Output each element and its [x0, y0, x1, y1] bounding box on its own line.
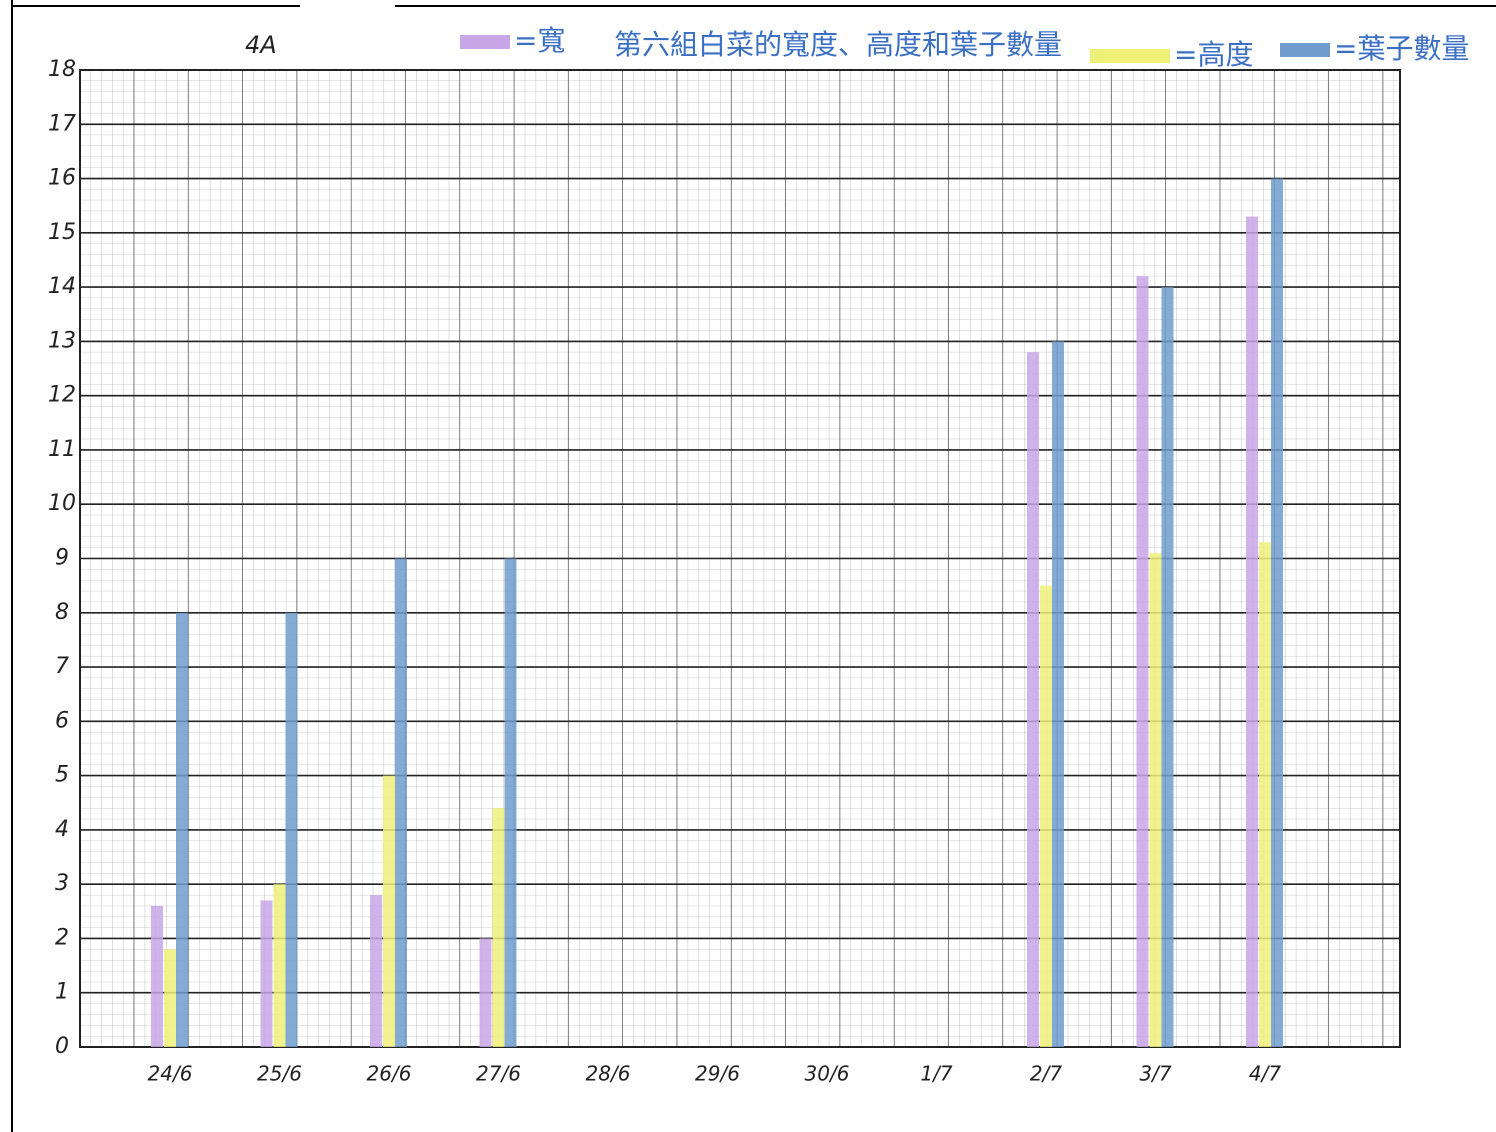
y-tick-label: 9 — [55, 546, 69, 571]
y-tick-label: 16 — [48, 166, 76, 191]
x-tick-label: 27/6 — [476, 1062, 521, 1086]
y-tick-label: 0 — [55, 1034, 69, 1059]
bar — [176, 612, 188, 1047]
y-tick-label: 18 — [48, 57, 76, 82]
x-tick-label: 29/6 — [695, 1062, 740, 1086]
y-tick-label: 4 — [55, 817, 69, 842]
class-label: 4A — [245, 31, 277, 59]
x-tick-label: 4/7 — [1249, 1062, 1281, 1086]
y-tick-label: 2 — [55, 925, 69, 950]
y-tick-label: 8 — [55, 600, 69, 625]
y-tick-label: 13 — [48, 328, 76, 353]
x-tick-label: 25/6 — [257, 1062, 302, 1086]
legend-swatch — [1280, 43, 1330, 57]
bar — [1271, 178, 1283, 1048]
bar — [504, 558, 517, 1047]
y-tick-label: 12 — [48, 383, 76, 408]
y-tick-label: 5 — [55, 763, 69, 788]
bar — [1052, 341, 1064, 1047]
y-tick-label: 11 — [48, 437, 76, 462]
y-tick-label: 6 — [55, 708, 69, 733]
bar — [1027, 352, 1039, 1047]
legend-label: =高度 — [1174, 38, 1253, 71]
bar — [395, 558, 407, 1047]
x-tick-label: 2/7 — [1030, 1062, 1062, 1086]
legend: =寬 =高度 =葉子數量 — [460, 24, 1469, 71]
y-tick-label: 14 — [48, 274, 76, 299]
legend-swatch — [1090, 49, 1170, 63]
chart-title: 第六組白菜的寬度、高度和葉子數量 — [614, 28, 1062, 61]
x-tick-label: 3/7 — [1139, 1062, 1171, 1086]
y-tick-label: 17 — [48, 111, 76, 136]
bar — [1136, 276, 1149, 1047]
y-tick-label: 7 — [55, 654, 69, 679]
bar — [370, 895, 382, 1047]
bar — [479, 938, 492, 1047]
bar — [273, 884, 286, 1047]
x-tick-label: 1/7 — [920, 1062, 952, 1086]
legend-label: =寬 — [514, 24, 565, 57]
bar — [1149, 553, 1162, 1047]
bar — [492, 808, 505, 1047]
bar — [260, 900, 273, 1047]
bar — [285, 612, 298, 1047]
legend-swatch — [460, 35, 510, 49]
bar — [1161, 287, 1174, 1048]
x-tick-label: 24/6 — [148, 1062, 193, 1086]
bar — [383, 775, 395, 1047]
x-tick-label: 28/6 — [586, 1062, 631, 1086]
bar — [151, 905, 163, 1047]
bar — [1246, 216, 1258, 1048]
x-tick-label: 26/6 — [367, 1062, 412, 1086]
y-tick-label: 3 — [55, 871, 69, 896]
bar — [164, 949, 176, 1047]
bar — [1259, 542, 1271, 1047]
y-tick-label: 15 — [48, 220, 76, 245]
x-tick-label: 30/6 — [805, 1062, 850, 1086]
y-tick-label: 10 — [48, 491, 76, 516]
y-tick-label: 1 — [55, 980, 69, 1005]
legend-label: =葉子數量 — [1334, 32, 1469, 65]
bar — [1040, 585, 1052, 1047]
